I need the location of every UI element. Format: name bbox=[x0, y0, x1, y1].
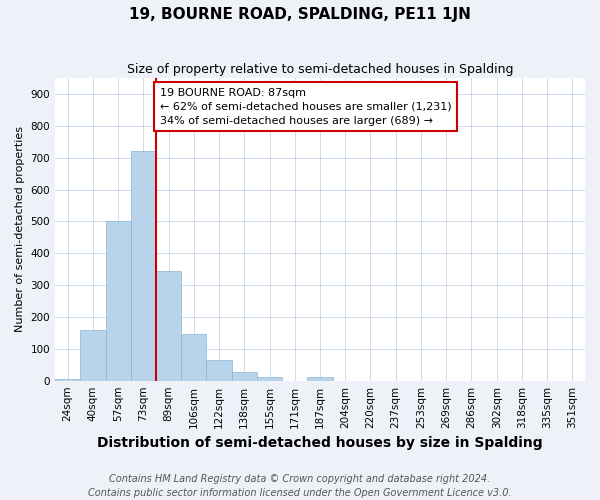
Text: Contains HM Land Registry data © Crown copyright and database right 2024.
Contai: Contains HM Land Registry data © Crown c… bbox=[88, 474, 512, 498]
Text: 19 BOURNE ROAD: 87sqm
← 62% of semi-detached houses are smaller (1,231)
34% of s: 19 BOURNE ROAD: 87sqm ← 62% of semi-deta… bbox=[160, 88, 451, 126]
Bar bbox=[131, 152, 156, 380]
Bar bbox=[55, 379, 80, 380]
Bar bbox=[206, 360, 232, 380]
Bar bbox=[232, 372, 257, 380]
Bar bbox=[257, 377, 282, 380]
Bar bbox=[307, 377, 332, 380]
Y-axis label: Number of semi-detached properties: Number of semi-detached properties bbox=[15, 126, 25, 332]
Title: Size of property relative to semi-detached houses in Spalding: Size of property relative to semi-detach… bbox=[127, 62, 513, 76]
Text: 19, BOURNE ROAD, SPALDING, PE11 1JN: 19, BOURNE ROAD, SPALDING, PE11 1JN bbox=[129, 8, 471, 22]
Bar bbox=[80, 330, 106, 380]
Bar bbox=[181, 334, 206, 380]
X-axis label: Distribution of semi-detached houses by size in Spalding: Distribution of semi-detached houses by … bbox=[97, 436, 543, 450]
Bar bbox=[156, 271, 181, 380]
Bar bbox=[106, 222, 131, 380]
